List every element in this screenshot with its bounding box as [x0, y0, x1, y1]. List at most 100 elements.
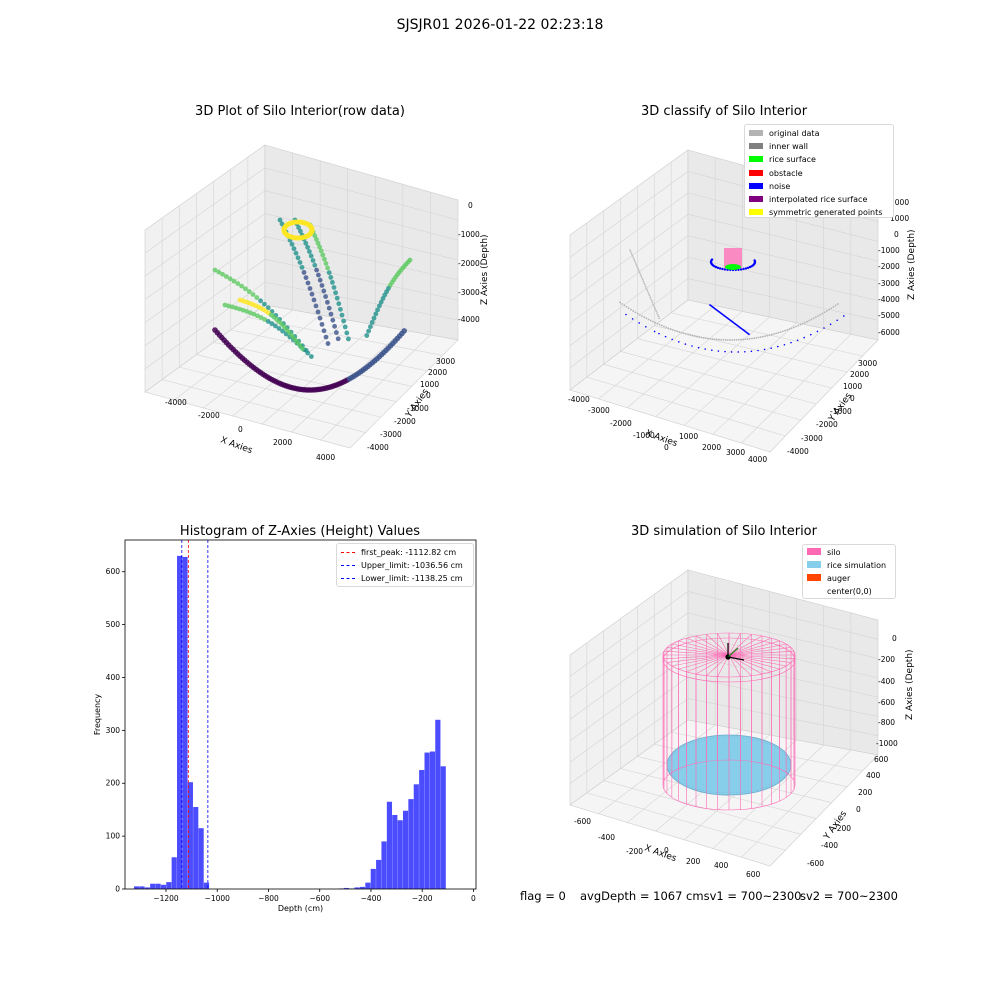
data-point: [377, 303, 382, 309]
data-point: [294, 339, 300, 345]
data-point: [753, 337, 756, 340]
legend-swatch: [807, 587, 821, 594]
histogram-bar: [359, 886, 366, 889]
legend-classify: original data inner wall rice surface ob…: [744, 124, 894, 218]
data-point: [239, 283, 244, 289]
data-point: [634, 261, 637, 264]
silo-spoke: [671, 643, 730, 656]
grid-line: [684, 322, 797, 426]
data-point: [748, 337, 751, 340]
data-point: [309, 226, 315, 232]
data-point: [746, 266, 750, 270]
data-point: [326, 305, 332, 311]
x-axis-label: X Axies: [219, 435, 254, 456]
silo-spoke: [695, 654, 730, 675]
data-point: [308, 253, 314, 259]
x-tick-label: 3000: [726, 448, 745, 457]
x-tick-label: −1200: [153, 894, 179, 903]
data-point: [718, 267, 722, 270]
data-point: [310, 258, 316, 263]
data-point: [792, 326, 795, 329]
data-point: [243, 286, 248, 292]
grid-line: [687, 633, 879, 679]
data-point: [330, 279, 335, 285]
silo-spoke: [663, 650, 730, 656]
data-point: [328, 275, 334, 280]
data-point: [700, 336, 703, 339]
data-point: [647, 291, 649, 293]
z-axis-label: Z Axies (Depth): [907, 229, 917, 300]
legend-label: Lower_limit: -1138.25 cm: [361, 574, 463, 583]
data-point: [291, 246, 297, 252]
data-point: [823, 311, 826, 314]
x-axis-label: Depth (cm): [278, 904, 323, 913]
data-point: [300, 346, 305, 352]
data-point: [652, 303, 655, 306]
legend-swatch: [749, 156, 763, 163]
histogram-bar: [177, 555, 183, 889]
axes-panes: [144, 144, 459, 449]
legend-item-obstacle: obstacle: [749, 167, 889, 180]
data-point: [364, 333, 370, 338]
legend-label: interpolated rice surface: [769, 195, 868, 205]
x-axis-label: X Axies: [644, 428, 679, 449]
data-point: [819, 313, 822, 316]
data-point: [265, 305, 271, 311]
legend-swatch: [749, 196, 763, 203]
data-point: [326, 270, 332, 276]
silo-spoke: [728, 650, 795, 656]
data-point: [729, 339, 731, 341]
data-point: [645, 325, 647, 328]
grid-line: [320, 334, 431, 441]
data-point: [721, 267, 724, 271]
silo-spoke: [671, 654, 730, 667]
data-point: [803, 321, 806, 324]
data-point: [781, 330, 784, 333]
data-point: [654, 308, 657, 311]
data-point: [801, 322, 804, 325]
data-point: [630, 308, 632, 311]
data-point: [305, 244, 310, 250]
figure-title: SJSJR01 2026-01-22 02:23:18: [396, 17, 604, 33]
y-tick-label: 0: [115, 885, 120, 894]
data-point: [634, 311, 637, 314]
data-point: [764, 335, 767, 338]
data-point: [723, 268, 727, 271]
legend-item-interpolated-rice-surface: interpolated rice surface: [749, 193, 889, 206]
data-point: [660, 324, 663, 327]
data-point: [277, 217, 283, 223]
data-point: [632, 257, 635, 260]
data-point: [222, 302, 228, 308]
x-tick-label: -3000: [588, 406, 610, 415]
histogram-bar: [144, 887, 150, 889]
grid-line: [569, 676, 689, 763]
z-tick-label: -6000: [878, 328, 900, 337]
data-point: [632, 256, 634, 258]
legend-label: rice surface: [769, 155, 816, 165]
data-point: [226, 303, 231, 309]
data-point: [235, 281, 241, 286]
data-point: [255, 313, 260, 319]
data-point: [691, 334, 694, 337]
data-point: [786, 328, 789, 331]
panel-simulation-3d-plot: -600 -400 -200 0 200 400 600 -600 -400 -…: [569, 569, 915, 879]
legend-item-lower-limit: Lower_limit: -1138.25 cm: [341, 572, 469, 585]
data-point: [684, 343, 687, 345]
histogram-bar: [376, 859, 382, 889]
data-point: [790, 327, 793, 330]
data-point: [279, 221, 285, 227]
data-point: [220, 271, 225, 277]
data-point: [653, 305, 655, 307]
y-axis-label: Frequency: [93, 694, 102, 736]
x-axis-label: X Axies: [643, 843, 678, 864]
data-point: [707, 337, 709, 340]
x-tick-label: -600: [574, 817, 591, 826]
data-point: [808, 319, 811, 322]
data-point: [333, 290, 338, 296]
data-point: [656, 313, 659, 316]
grid-line: [687, 278, 879, 321]
z-tick-label: -1000: [876, 739, 898, 748]
grid-line: [196, 354, 397, 403]
silo-spoke: [686, 654, 730, 673]
data-point: [830, 307, 833, 310]
